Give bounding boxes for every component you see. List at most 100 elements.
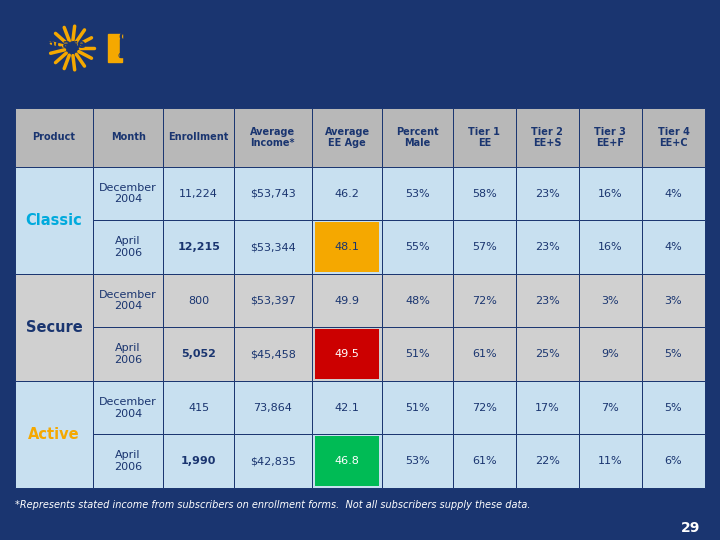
- Text: 7%: 7%: [601, 403, 619, 413]
- Text: 49.9: 49.9: [335, 296, 359, 306]
- Bar: [579, 167, 642, 220]
- Bar: [453, 167, 516, 220]
- Text: December
2004: December 2004: [99, 397, 157, 418]
- Text: $42,835: $42,835: [250, 456, 296, 466]
- Bar: [163, 435, 234, 488]
- Text: 3%: 3%: [665, 296, 683, 306]
- Text: 25%: 25%: [535, 349, 559, 359]
- Bar: [312, 327, 382, 381]
- Bar: [516, 381, 579, 435]
- Bar: [579, 274, 642, 327]
- Bar: [234, 167, 312, 220]
- Bar: [382, 435, 453, 488]
- Text: Tier 3
EE+F: Tier 3 EE+F: [595, 127, 626, 148]
- Bar: [516, 220, 579, 274]
- Text: 23%: 23%: [535, 242, 559, 252]
- Bar: [15, 108, 93, 167]
- Text: 58%: 58%: [472, 188, 497, 199]
- Text: Product: Product: [32, 132, 76, 143]
- Text: December
2004: December 2004: [99, 183, 157, 205]
- Text: 800: 800: [188, 296, 210, 306]
- Bar: [516, 327, 579, 381]
- Text: 3%: 3%: [602, 296, 619, 306]
- Bar: [163, 220, 234, 274]
- Text: HMO Product Demographics: HMO Product Demographics: [260, 20, 678, 46]
- Bar: [234, 220, 312, 274]
- Bar: [315, 222, 379, 272]
- Text: Enrollment: Enrollment: [168, 132, 229, 143]
- Bar: [108, 34, 122, 62]
- Bar: [93, 274, 163, 327]
- Bar: [315, 436, 379, 487]
- Bar: [93, 327, 163, 381]
- Bar: [163, 327, 234, 381]
- Text: Average
Income*: Average Income*: [251, 127, 295, 148]
- Bar: [234, 108, 312, 167]
- Bar: [93, 220, 163, 274]
- Text: 46.8: 46.8: [335, 456, 359, 466]
- Text: $53,344: $53,344: [250, 242, 296, 252]
- Text: Tier 2
EE+S: Tier 2 EE+S: [531, 127, 563, 148]
- Text: 23%: 23%: [535, 188, 559, 199]
- Bar: [642, 327, 705, 381]
- Text: December
2004: December 2004: [99, 290, 157, 312]
- Text: 11%: 11%: [598, 456, 623, 466]
- Text: Percent
Male: Percent Male: [396, 127, 438, 148]
- Bar: [163, 381, 234, 435]
- Bar: [120, 39, 130, 57]
- Bar: [234, 435, 312, 488]
- Bar: [15, 167, 93, 274]
- Text: 5,052: 5,052: [181, 349, 216, 359]
- Bar: [453, 108, 516, 167]
- Bar: [642, 108, 705, 167]
- Bar: [312, 220, 382, 274]
- Text: 57%: 57%: [472, 242, 497, 252]
- Bar: [234, 274, 312, 327]
- Text: 4%: 4%: [665, 188, 683, 199]
- Text: April
2006: April 2006: [114, 450, 143, 472]
- Text: 51%: 51%: [405, 403, 430, 413]
- Text: Tier 4
EE+C: Tier 4 EE+C: [657, 127, 690, 148]
- Text: 46.2: 46.2: [335, 188, 359, 199]
- Text: 55%: 55%: [405, 242, 430, 252]
- Bar: [453, 381, 516, 435]
- Bar: [382, 108, 453, 167]
- Bar: [312, 381, 382, 435]
- Text: *Represents stated income from subscribers on enrollment forms.  Not all subscri: *Represents stated income from subscribe…: [15, 500, 531, 510]
- Bar: [516, 435, 579, 488]
- Bar: [579, 220, 642, 274]
- Text: 53%: 53%: [405, 188, 430, 199]
- Bar: [453, 220, 516, 274]
- Text: 6%: 6%: [665, 456, 683, 466]
- Text: 5%: 5%: [665, 403, 683, 413]
- Text: Tier 1
EE: Tier 1 EE: [468, 127, 500, 148]
- Bar: [453, 435, 516, 488]
- Text: 72%: 72%: [472, 296, 497, 306]
- Bar: [382, 167, 453, 220]
- Bar: [642, 435, 705, 488]
- Bar: [93, 108, 163, 167]
- Bar: [93, 167, 163, 220]
- Bar: [642, 274, 705, 327]
- Text: 12,215: 12,215: [177, 242, 220, 252]
- Bar: [579, 108, 642, 167]
- Text: Secure: Secure: [26, 320, 82, 335]
- Text: Classic: Classic: [26, 213, 82, 228]
- Text: 22%: 22%: [535, 456, 559, 466]
- Bar: [382, 274, 453, 327]
- Bar: [453, 327, 516, 381]
- Text: 51%: 51%: [405, 349, 430, 359]
- Text: 17%: 17%: [535, 403, 559, 413]
- Text: 1,990: 1,990: [181, 456, 216, 466]
- Bar: [15, 381, 93, 488]
- Bar: [453, 274, 516, 327]
- Text: $53,397: $53,397: [250, 296, 296, 306]
- Bar: [579, 435, 642, 488]
- Text: December 2004 to April 2006: December 2004 to April 2006: [260, 61, 557, 79]
- Bar: [312, 167, 382, 220]
- Text: of Arizona: of Arizona: [118, 51, 163, 60]
- Text: 9%: 9%: [601, 349, 619, 359]
- Text: 42.1: 42.1: [335, 403, 359, 413]
- Bar: [312, 108, 382, 167]
- Bar: [163, 274, 234, 327]
